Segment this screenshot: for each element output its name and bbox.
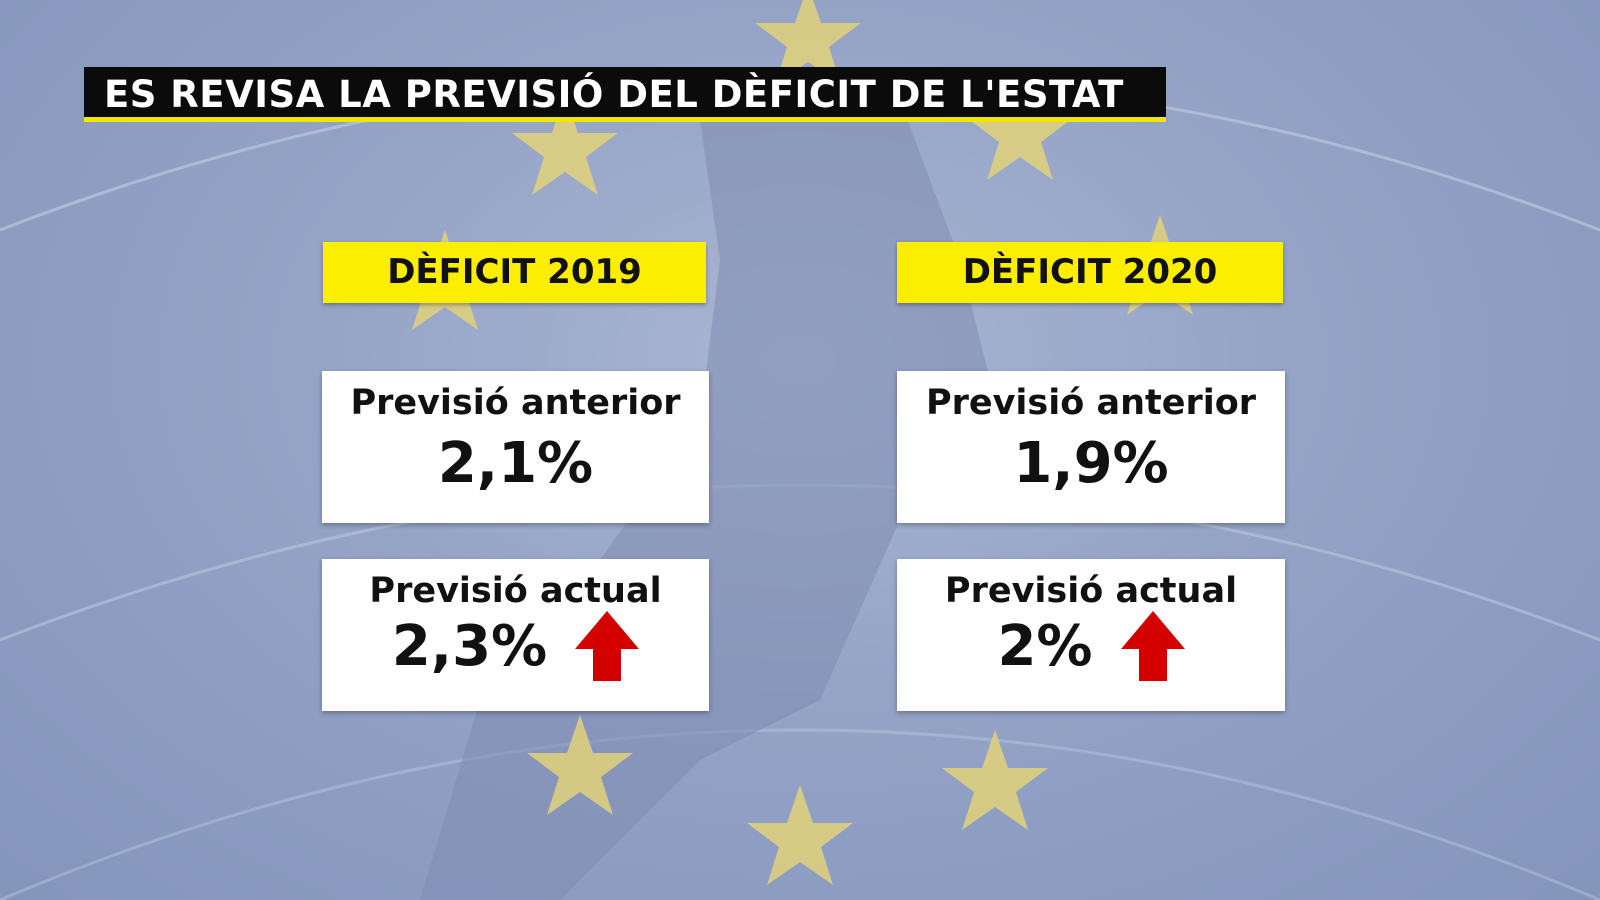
previous-forecast-caption: Previsió anterior xyxy=(350,383,681,423)
current-forecast-caption: Previsió actual xyxy=(944,571,1238,611)
previous-forecast-caption: Previsió anterior xyxy=(925,383,1257,423)
previous-forecast-card: Previsió anterior 2,1% xyxy=(322,371,709,523)
current-forecast-value: 2,3% xyxy=(391,613,548,679)
headline-banner: ES REVISA LA PREVISIÓ DEL DÈFICIT DE L'E… xyxy=(84,67,1166,122)
deficit-2020-label: DÈFICIT 2020 xyxy=(897,242,1283,303)
current-forecast-caption: Previsió actual xyxy=(369,571,662,611)
previous-forecast-card: Previsió anterior 1,9% xyxy=(897,371,1285,523)
previous-forecast-value: 2,1% xyxy=(437,431,594,496)
arrow-up-icon xyxy=(575,611,640,681)
current-forecast-value: 2% xyxy=(997,613,1093,679)
arrow-up-icon xyxy=(1120,611,1185,681)
previous-forecast-value: 1,9% xyxy=(1013,431,1169,496)
deficit-2019-label: DÈFICIT 2019 xyxy=(323,242,706,303)
current-forecast-card: Previsió actual 2% xyxy=(897,559,1285,711)
current-forecast-card: Previsió actual 2,3% xyxy=(322,559,709,711)
